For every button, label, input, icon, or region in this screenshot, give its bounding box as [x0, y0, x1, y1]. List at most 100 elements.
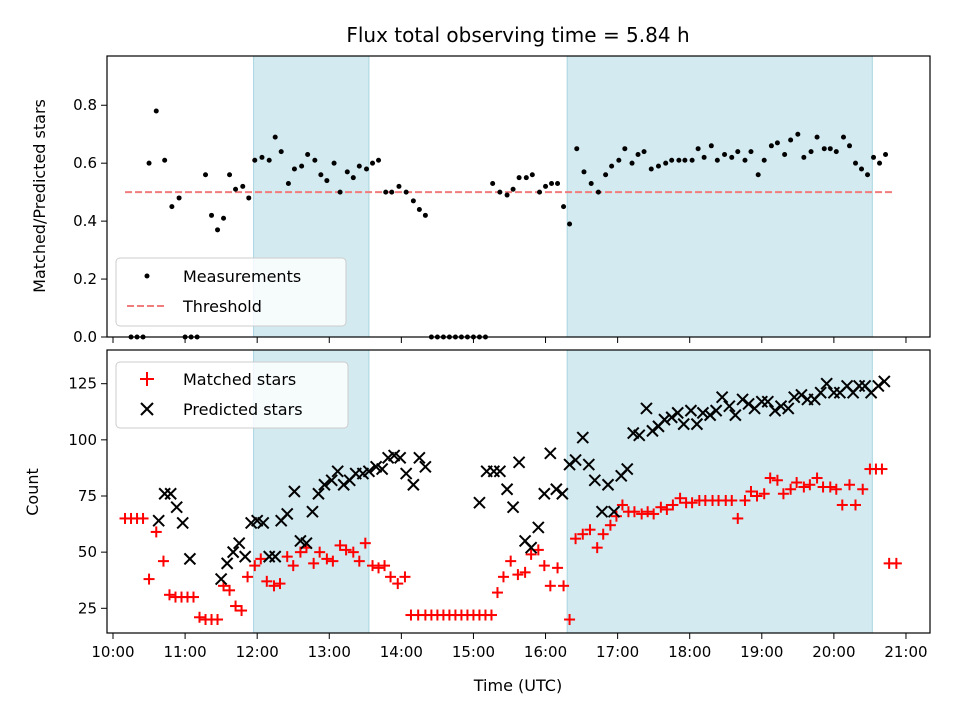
predicted-star-point — [164, 487, 177, 500]
predicted-star-point — [582, 458, 595, 471]
predicted-star-point — [715, 390, 729, 404]
matched-star-point — [399, 571, 411, 583]
measurement-point — [655, 163, 661, 169]
measurement-point — [722, 151, 728, 157]
top-legend-box — [115, 257, 347, 327]
matched-star-point — [347, 546, 359, 558]
predicted-star-point — [878, 375, 891, 388]
legend-matched-label: Matched stars — [183, 370, 296, 389]
matched-star-point — [137, 512, 149, 524]
predicted-star-point — [684, 404, 698, 417]
measurement-point — [635, 151, 641, 157]
matched-star-point — [745, 486, 757, 497]
bottom-y-ticks: 25 50 75 100 125 — [68, 375, 107, 617]
bottom-observing-window-2 — [567, 350, 873, 633]
measurement-point — [259, 154, 265, 160]
predicted-star-point — [220, 557, 234, 570]
predicted-star-point — [183, 552, 197, 566]
measurement-point — [312, 157, 318, 163]
matched-star-point — [771, 474, 783, 486]
matched-star-point — [188, 591, 200, 603]
measurement-point — [755, 172, 761, 178]
matched-star-point — [236, 605, 248, 617]
matched-star-point — [274, 578, 286, 590]
measurement-point — [209, 212, 215, 218]
x-tick-label: 18:00 — [668, 643, 711, 661]
measurement-point — [682, 157, 688, 163]
matched-star-point — [577, 528, 589, 540]
matched-star-point — [732, 512, 744, 524]
measurement-point — [153, 108, 159, 114]
predicted-star-point — [362, 465, 376, 478]
matched-star-point — [525, 548, 537, 560]
matched-star-point — [281, 551, 293, 563]
measurement-point — [364, 166, 370, 172]
predicted-star-point — [595, 505, 609, 518]
measurement-point — [761, 157, 767, 163]
measurement-point — [176, 195, 182, 201]
matched-star-point — [242, 571, 254, 583]
matched-star-point — [798, 481, 810, 493]
predicted-star-point — [506, 501, 520, 514]
matched-star-point — [739, 494, 751, 506]
matched-star-point — [163, 589, 175, 601]
measurement-point — [543, 183, 549, 189]
matched-star-point — [791, 477, 803, 489]
measurement-point — [814, 134, 820, 140]
measurement-point — [291, 166, 297, 172]
measurement-point — [266, 157, 272, 163]
legend-measurements-label: Measurements — [183, 267, 301, 286]
matched-star-point — [268, 580, 280, 592]
y-tick-label: 0.8 — [73, 96, 97, 114]
measurement-point — [701, 154, 707, 160]
measurement-point — [676, 157, 682, 163]
measurement-point — [795, 131, 801, 137]
predicted-star-point — [563, 458, 576, 471]
measurement-point — [233, 186, 239, 192]
matched-star-point — [830, 483, 842, 495]
bottom-legend: Matched stars Predicted stars — [115, 361, 349, 429]
matched-star-point — [811, 472, 823, 484]
predicted-star-point — [512, 456, 526, 469]
predicted-star-point — [325, 474, 338, 487]
predicted-star-point — [399, 467, 413, 480]
measurement-point — [689, 157, 695, 163]
matched-star-point — [764, 472, 776, 484]
measurement-point — [523, 175, 529, 181]
measurement-point — [788, 137, 794, 143]
matched-star-point — [505, 555, 517, 567]
y-tick-label: 0.2 — [73, 270, 97, 288]
measurement-point — [782, 151, 788, 157]
measurement-point — [595, 189, 601, 195]
measurement-point — [609, 163, 615, 169]
x-tick-label: 17:00 — [596, 643, 639, 661]
y-tick-label: 75 — [78, 487, 97, 505]
measurement-point — [622, 146, 628, 152]
predicted-star-point — [569, 453, 582, 467]
predicted-star-point — [318, 478, 331, 491]
measurement-point — [396, 183, 402, 189]
matched-star-point — [758, 488, 770, 500]
predicted-star-point — [232, 536, 246, 550]
observing-windows-top — [253, 56, 873, 337]
bottom-x-ticks: 10:00 11:00 12:00 13:00 14:00 15:00 16:00 17:00… — [91, 633, 928, 661]
matched-star-point — [844, 479, 856, 491]
matched-star-point — [667, 499, 679, 511]
predicted-star-point — [729, 408, 742, 422]
predicted-star-point — [872, 379, 885, 393]
predicted-star-point — [736, 393, 749, 406]
matched-star-point — [373, 562, 385, 574]
predicted-star-point — [788, 390, 801, 404]
measurement-point — [504, 192, 510, 198]
predicted-star-point — [493, 465, 507, 478]
x-tick-label: 13:00 — [308, 643, 351, 661]
predicted-star-point — [621, 462, 634, 476]
predicted-star-point — [419, 460, 432, 474]
measurement-point — [215, 227, 221, 233]
measurement-point — [416, 207, 422, 213]
measurement-point — [299, 163, 305, 169]
matched-star-point — [212, 614, 224, 626]
matched-star-point — [261, 575, 273, 587]
matched-star-point — [340, 544, 352, 556]
measurement-point — [865, 172, 871, 178]
